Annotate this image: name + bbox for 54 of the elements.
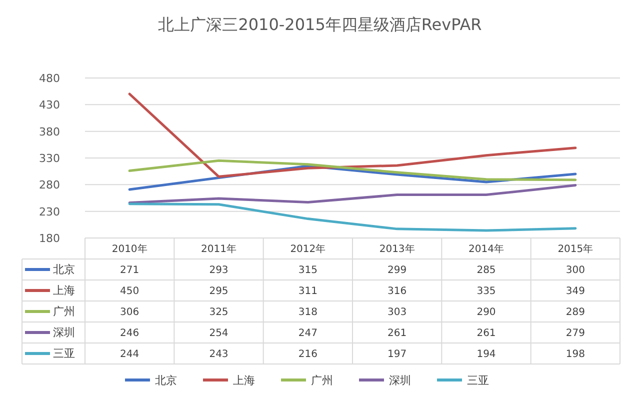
data-label: 335 [476,286,496,297]
data-label: 243 [209,349,228,360]
y-tick-label: 230 [39,205,60,218]
x-tick-label: 2011年 [201,243,236,255]
data-label: 216 [298,349,318,360]
data-label: 293 [209,265,228,276]
data-label: 279 [566,328,585,339]
data-label: 271 [120,265,140,276]
data-label: 261 [388,328,407,339]
legend-label: 北京 [53,263,75,276]
data-label: 246 [120,328,140,339]
data-label: 295 [209,286,228,297]
x-tick-label: 2014年 [468,243,504,255]
y-tick-label: 330 [39,152,60,165]
legend-label: 广州 [53,305,75,318]
legend-label: 深圳 [53,326,75,339]
text: 深圳 [389,374,411,387]
data-label: 244 [120,349,140,360]
y-tick-label: 280 [39,178,60,192]
chart-title: 北上广深三2010-2015年四星级酒店RevPAR [158,15,482,34]
data-label: 194 [476,349,496,360]
y-tick-label: 180 [39,232,60,245]
data-label: 299 [388,265,407,276]
data-label: 315 [298,265,318,276]
text: 三亚 [467,374,489,387]
data-label: 303 [388,307,407,318]
data-label: 261 [476,328,496,339]
data-label: 285 [476,265,496,276]
data-label: 306 [120,307,140,318]
data-label: 290 [476,307,496,318]
text: 广州 [311,374,333,387]
x-tick-label: 2015年 [558,243,594,255]
y-tick-label: 430 [39,98,60,112]
data-label: 316 [388,286,407,297]
legend-label: 上海 [53,284,75,297]
x-tick-label: 2012年 [290,243,326,255]
x-tick-label: 2013年 [379,243,415,255]
data-label: 254 [209,328,228,339]
text: 上海 [233,374,255,387]
y-tick-label: 480 [39,72,60,85]
data-label: 450 [120,286,140,297]
data-label: 247 [298,328,318,339]
legend-label: 三亚 [53,347,75,360]
data-label: 300 [566,265,585,276]
y-tick-label: 380 [39,125,60,138]
x-tick-label: 2010年 [112,243,148,255]
data-label: 197 [388,349,407,360]
data-label: 198 [566,349,585,360]
data-label: 325 [209,307,228,318]
text: 北京 [155,374,177,387]
data-label: 311 [298,286,318,297]
data-label: 349 [566,286,585,297]
data-label: 289 [566,307,585,318]
data-label: 318 [298,307,318,318]
